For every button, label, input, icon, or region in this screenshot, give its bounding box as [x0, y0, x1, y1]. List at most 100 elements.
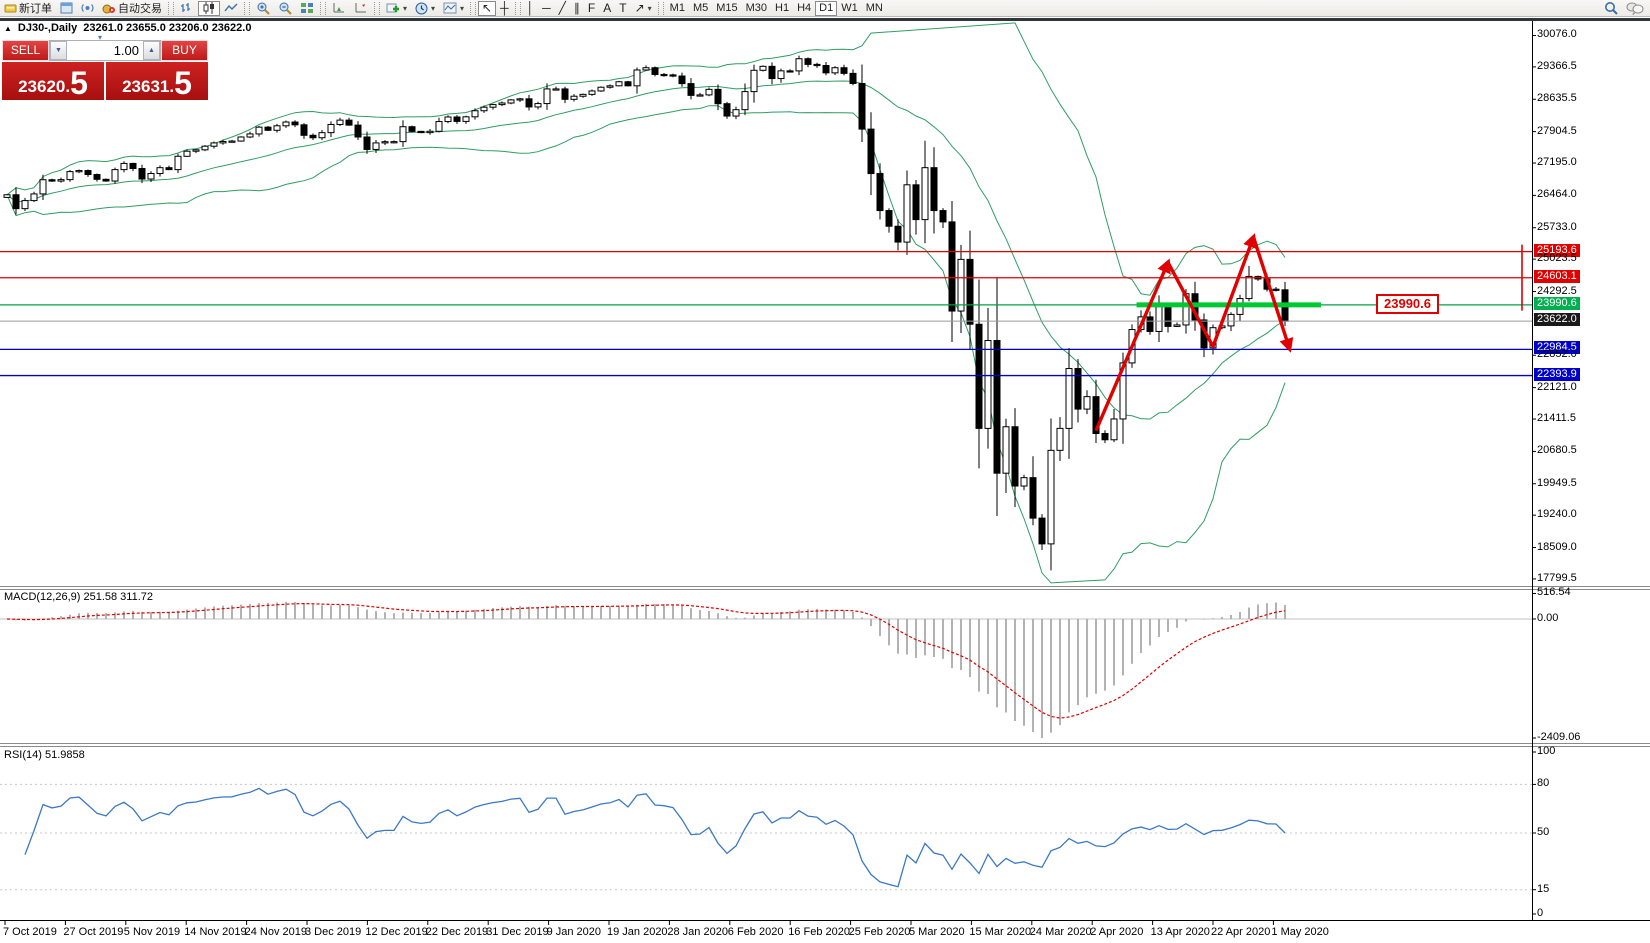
- date-axis-label: 6 Feb 2020: [727, 926, 784, 938]
- timeframe-button-m15[interactable]: M15: [716, 2, 738, 14]
- volume-input[interactable]: [67, 41, 143, 60]
- template-icon: [443, 2, 457, 14]
- zoom-in-button[interactable]: [252, 1, 274, 16]
- price-level-badge: 23622.0: [1534, 313, 1580, 327]
- price-axis-tick-label: 22852.0: [1537, 348, 1577, 361]
- price-axis-tick-label: 19949.5: [1537, 476, 1577, 489]
- cursor-tool-button[interactable]: ↖: [478, 0, 497, 16]
- date-axis-label: 3 Dec 2019: [305, 926, 362, 938]
- horizontal-line-tool-button[interactable]: ─: [538, 1, 555, 16]
- templates-button[interactable]: ▾: [439, 1, 468, 16]
- main-toolbar: 新订单 自动交易: [0, 0, 1650, 17]
- sell-price-main: 23620: [18, 77, 66, 96]
- price-level-badge: 22984.5: [1534, 341, 1580, 355]
- equidistant-channel-icon: ∥: [573, 1, 580, 15]
- sell-price-display[interactable]: 23620. 5: [2, 62, 104, 100]
- add-indicator-icon: [386, 3, 399, 13]
- buy-price-frac: 5: [174, 65, 192, 101]
- text-label-tool-button[interactable]: T: [615, 1, 630, 16]
- periods-button[interactable]: ▾: [411, 1, 439, 16]
- sell-button[interactable]: SELL: [2, 40, 49, 61]
- date-axis-label: 2 Apr 2020: [1090, 926, 1144, 938]
- date-axis-label: 5 Nov 2019: [123, 926, 181, 938]
- tile-windows-button[interactable]: [296, 1, 318, 16]
- window-frame-band: [0, 18, 1650, 21]
- trendline-icon: ╱: [558, 1, 566, 15]
- dropdown-caret-icon: ▾: [403, 3, 408, 13]
- search-icon[interactable]: [1604, 1, 1618, 15]
- candlestick-mode-button[interactable]: [198, 0, 220, 16]
- rsi-axis-tick-label: 0: [1537, 907, 1544, 919]
- text-icon: A: [603, 1, 612, 15]
- clock-icon: [415, 2, 428, 14]
- timeframe-button-w1[interactable]: W1: [841, 2, 858, 14]
- price-axis-tick-label: 26464.0: [1537, 188, 1577, 201]
- chat-icon[interactable]: [1626, 2, 1644, 15]
- market-watch-button[interactable]: [77, 1, 98, 16]
- channel-tool-button[interactable]: ∥: [570, 1, 584, 16]
- timeframe-button-m1[interactable]: M1: [669, 2, 685, 14]
- zoom-out-button[interactable]: [274, 1, 296, 16]
- buy-price-display[interactable]: 23631. 5: [106, 62, 208, 100]
- add-indicator-button[interactable]: ▾: [382, 1, 411, 16]
- sell-price-dot: .: [65, 77, 71, 96]
- new-order-label: 新订单: [19, 3, 52, 15]
- zoom-in-icon: [257, 2, 270, 15]
- price-level-badge: 23990.6: [1534, 296, 1580, 310]
- autotrading-icon: [102, 4, 115, 14]
- rsi-axis-tick-label: 15: [1537, 882, 1550, 895]
- text-label-icon: T: [619, 1, 627, 15]
- new-order-button[interactable]: 新订单: [0, 1, 56, 16]
- price-axis-tick-label: 20680.5: [1537, 444, 1577, 457]
- macd-axis-tick-label: -2409.06: [1537, 731, 1581, 743]
- date-axis-label: 24 Nov 2019: [244, 926, 307, 938]
- trendline-tool-button[interactable]: ╱: [555, 1, 570, 16]
- date-axis-label: 24 Mar 2020: [1029, 926, 1092, 938]
- auto-scroll-button[interactable]: [328, 1, 350, 16]
- timeframe-button-mn[interactable]: MN: [865, 2, 883, 14]
- horizontal-line-icon: ─: [542, 1, 551, 15]
- dropdown-caret-icon: ▾: [460, 3, 465, 13]
- timeframe-button-m30[interactable]: M30: [745, 2, 768, 14]
- macd-indicator-label: MACD(12,26,9) 251.58 311.72: [4, 591, 153, 603]
- date-axis-label: 16 Feb 2020: [788, 926, 850, 938]
- candlestick-icon: [203, 2, 214, 14]
- arrows-icon: ↗: [634, 1, 645, 15]
- volume-increase-button[interactable]: ▲: [143, 41, 160, 60]
- one-click-trading-panel: ▾ SELL ▼ ▲ BUY 23620.5 23631.5: [2, 33, 208, 100]
- text-tool-button[interactable]: A: [599, 1, 615, 16]
- date-axis-label: 19 Jan 2020: [607, 926, 668, 938]
- chart-ohlc-readout: 23261.0 23655.0 23206.0 23622.0: [83, 22, 252, 34]
- macd-axis-tick-label: 516.54: [1537, 586, 1571, 599]
- date-axis-label: 14 Nov 2019: [184, 926, 247, 938]
- new-order-icon: [4, 4, 17, 13]
- panel-collapse-icon[interactable]: ▾: [98, 33, 103, 42]
- volume-decrease-button[interactable]: ▼: [50, 41, 67, 60]
- crosshair-tool-button[interactable]: ┼: [496, 1, 513, 16]
- vertical-line-tool-button[interactable]: │: [523, 1, 539, 16]
- timeframe-button-m5[interactable]: M5: [692, 2, 709, 14]
- chart-window-marker-icon: ▲: [4, 23, 12, 33]
- timeframe-button-h4[interactable]: H4: [797, 2, 812, 14]
- timeframe-button-h1[interactable]: H1: [775, 2, 790, 14]
- fibonacci-icon: F: [587, 1, 596, 15]
- price-callout-label[interactable]: 23990.6: [1376, 293, 1439, 314]
- date-axis-label: 27 Oct 2019: [63, 926, 124, 938]
- line-chart-mode-button[interactable]: [220, 1, 242, 16]
- arrows-tool-button[interactable]: ↗ ▾: [631, 1, 656, 16]
- date-axis-label: 12 Dec 2019: [365, 926, 428, 938]
- date-axis-label: 28 Jan 2020: [667, 926, 728, 938]
- chart-window-icon: [60, 2, 73, 14]
- price-level-badge: 24603.1: [1534, 269, 1580, 283]
- auto-scroll-icon: [333, 3, 344, 13]
- toolbar-separator: [657, 1, 664, 15]
- autotrading-button[interactable]: 自动交易: [98, 1, 166, 16]
- chart-window-button[interactable]: [56, 1, 77, 16]
- fibonacci-tool-button[interactable]: F: [584, 1, 599, 16]
- bar-chart-mode-button[interactable]: [176, 1, 198, 16]
- chart-shift-button[interactable]: [350, 1, 372, 16]
- rsi-axis-tick-label: 100: [1537, 745, 1556, 757]
- buy-button[interactable]: BUY: [161, 40, 208, 61]
- timeframe-button-d1[interactable]: D1: [815, 0, 838, 16]
